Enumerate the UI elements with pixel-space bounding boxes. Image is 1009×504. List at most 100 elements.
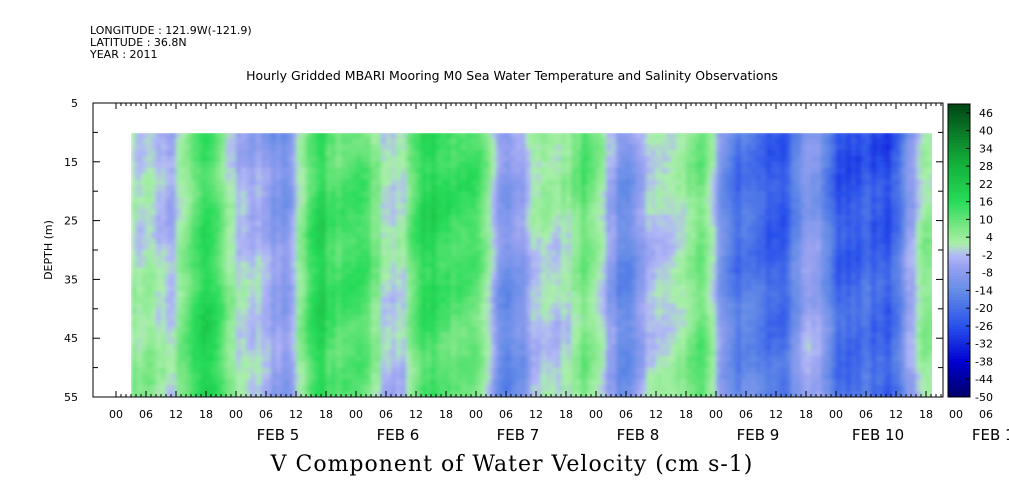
heatmap-cell <box>371 308 377 316</box>
heatmap-cell <box>591 226 597 233</box>
heatmap-cell <box>531 220 537 228</box>
heatmap-cell <box>196 302 202 310</box>
heatmap-cell <box>496 173 502 181</box>
heatmap-cell <box>141 332 147 339</box>
heatmap-cell <box>506 338 512 345</box>
heatmap-cell <box>426 279 432 286</box>
heatmap-cell <box>541 161 547 169</box>
heatmap-cell <box>356 297 362 304</box>
heatmap-cell <box>426 367 432 375</box>
heatmap-cell <box>206 244 212 251</box>
heatmap-cell <box>561 133 567 139</box>
heatmap-cell <box>226 232 232 239</box>
heatmap-cell <box>216 373 222 380</box>
heatmap-cell <box>446 297 452 304</box>
heatmap-cell <box>496 167 502 175</box>
heatmap-cell <box>406 161 412 169</box>
heatmap-cell <box>626 367 632 375</box>
heatmap-cell <box>166 202 172 210</box>
heatmap-cell <box>541 232 547 239</box>
heatmap-cell <box>181 379 187 386</box>
heatmap-cell <box>401 355 407 363</box>
heatmap-cell <box>676 297 682 304</box>
heatmap-cell <box>546 226 552 233</box>
heatmap-cell <box>671 379 677 386</box>
heatmap-cell <box>296 338 302 345</box>
heatmap-cell <box>141 267 147 275</box>
heatmap-cell <box>601 373 607 380</box>
heatmap-cell <box>451 302 457 310</box>
heatmap-cell <box>426 144 432 151</box>
heatmap-cell <box>236 220 242 228</box>
heatmap-cell <box>511 167 517 175</box>
heatmap-cell <box>661 155 667 163</box>
heatmap-cell <box>156 332 162 339</box>
heatmap-cell <box>371 161 377 169</box>
heatmap-cell <box>151 267 157 275</box>
heatmap-cell <box>641 302 647 310</box>
heatmap-cell <box>186 244 192 251</box>
heatmap-cell <box>341 197 347 204</box>
heatmap-cell <box>481 297 487 304</box>
heatmap-cell <box>356 161 362 169</box>
heatmap-cell <box>461 144 467 151</box>
heatmap-cell <box>461 202 467 210</box>
heatmap-cell <box>581 373 587 380</box>
heatmap-cell <box>601 279 607 286</box>
heatmap-cell <box>681 250 687 257</box>
heatmap-cell <box>256 273 262 280</box>
heatmap-cell <box>501 238 507 245</box>
heatmap-cell <box>641 138 647 145</box>
heatmap-cell <box>216 332 222 339</box>
heatmap-cell <box>266 150 272 157</box>
heatmap-cell <box>221 320 227 328</box>
heatmap-cell <box>216 226 222 233</box>
heatmap-cell <box>196 226 202 233</box>
heatmap-cell <box>656 220 662 228</box>
heatmap-cell <box>236 197 242 204</box>
heatmap-cell <box>446 155 452 163</box>
heatmap-cell <box>421 208 427 216</box>
heatmap-cell <box>406 391 412 397</box>
heatmap-cell <box>206 191 212 198</box>
heatmap-cell <box>226 344 232 351</box>
heatmap-cell <box>131 326 137 333</box>
heatmap-cell <box>241 349 247 357</box>
heatmap-cell <box>351 349 357 357</box>
heatmap-cell <box>156 373 162 380</box>
heatmap-cell <box>586 250 592 257</box>
heatmap-cell <box>616 355 622 363</box>
heatmap-cell <box>511 150 517 157</box>
heatmap-cell <box>526 202 532 210</box>
heatmap-cell <box>591 361 597 369</box>
heatmap-cell <box>546 167 552 175</box>
heatmap-cell <box>446 167 452 175</box>
heatmap-cell <box>676 220 682 228</box>
heatmap-cell <box>431 167 437 175</box>
heatmap-cell <box>326 238 332 245</box>
heatmap-cell <box>531 267 537 275</box>
heatmap-cell <box>501 326 507 333</box>
heatmap-cell <box>551 297 557 304</box>
heatmap-cell <box>526 273 532 280</box>
heatmap-cell <box>591 302 597 310</box>
heatmap-cell <box>351 314 357 322</box>
heatmap-cell <box>476 308 482 316</box>
heatmap-cell <box>371 155 377 163</box>
heatmap-cell <box>551 361 557 369</box>
heatmap-cell <box>406 202 412 210</box>
heatmap-cell <box>556 238 562 245</box>
heatmap-cell <box>316 361 322 369</box>
heatmap-cell <box>191 144 197 151</box>
heatmap-cell <box>481 320 487 328</box>
heatmap-cell <box>381 226 387 233</box>
heatmap-cell <box>236 250 242 257</box>
heatmap-cell <box>171 167 177 175</box>
heatmap-cell <box>136 173 142 181</box>
heatmap-cell <box>356 332 362 339</box>
heatmap-cell <box>626 355 632 363</box>
heatmap-cell <box>371 291 377 298</box>
heatmap-cell <box>346 167 352 175</box>
heatmap-cell <box>256 208 262 216</box>
heatmap-cell <box>451 255 457 263</box>
